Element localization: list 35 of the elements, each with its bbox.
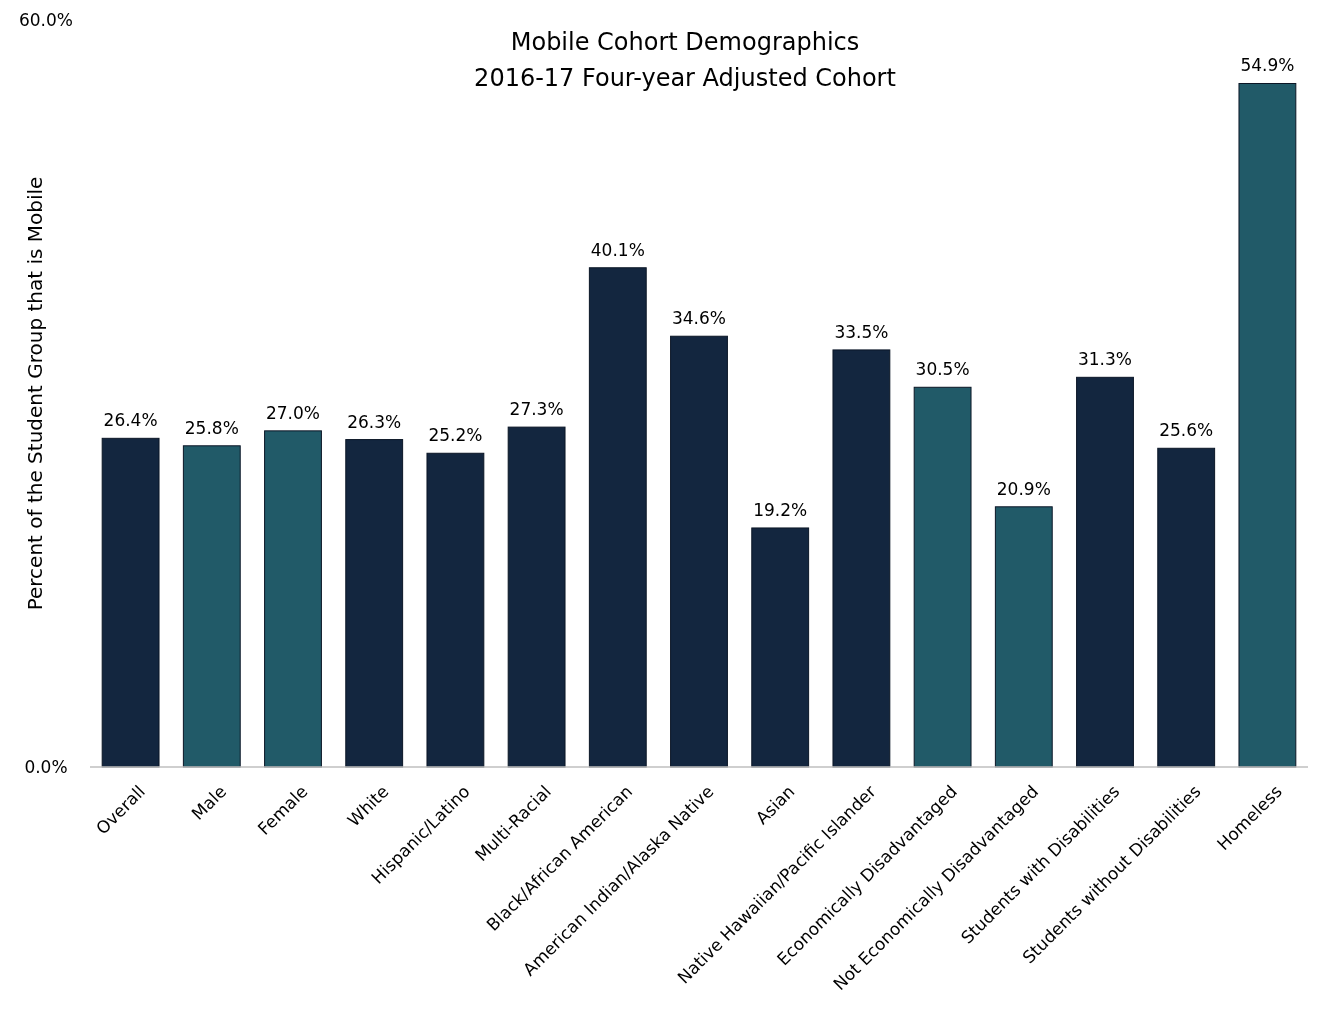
bar xyxy=(1076,376,1134,768)
data-label: 27.0% xyxy=(265,402,321,423)
bar xyxy=(751,527,810,768)
bar xyxy=(101,437,160,768)
y-axis-title: Percent of the Student Group that is Mobile xyxy=(23,176,47,611)
bar xyxy=(264,430,322,768)
data-label: 54.9% xyxy=(1240,55,1295,76)
bar xyxy=(913,386,972,768)
data-label: 25.6% xyxy=(1159,420,1214,441)
data-label: 20.9% xyxy=(996,478,1051,499)
bar xyxy=(182,445,241,768)
bar xyxy=(588,267,647,768)
bar xyxy=(670,335,728,768)
data-label: 40.1% xyxy=(590,239,645,260)
data-label: 25.2% xyxy=(428,425,483,446)
text: 2016-17 Four-year Adjusted Cohort xyxy=(474,64,896,92)
data-label: 31.3% xyxy=(1077,349,1133,370)
data-label: 26.4% xyxy=(103,410,158,431)
data-label: 33.5% xyxy=(834,321,889,342)
data-label: 27.3% xyxy=(509,399,564,420)
y-tick-label: 0.0% xyxy=(24,757,68,777)
bar xyxy=(345,439,404,768)
bar xyxy=(1238,83,1297,768)
data-label: 34.6% xyxy=(671,308,727,329)
bar xyxy=(426,452,485,768)
data-label: 30.5% xyxy=(915,359,970,380)
bar xyxy=(507,426,566,768)
data-label: 26.3% xyxy=(347,411,402,432)
data-label: 25.8% xyxy=(184,417,239,438)
bar xyxy=(994,506,1053,768)
chart-title: Mobile Cohort Demographics xyxy=(510,28,860,56)
bar xyxy=(1157,447,1216,768)
bar xyxy=(832,349,891,768)
y-tick-label: 60.0% xyxy=(18,10,74,30)
data-label: 19.2% xyxy=(753,499,808,520)
